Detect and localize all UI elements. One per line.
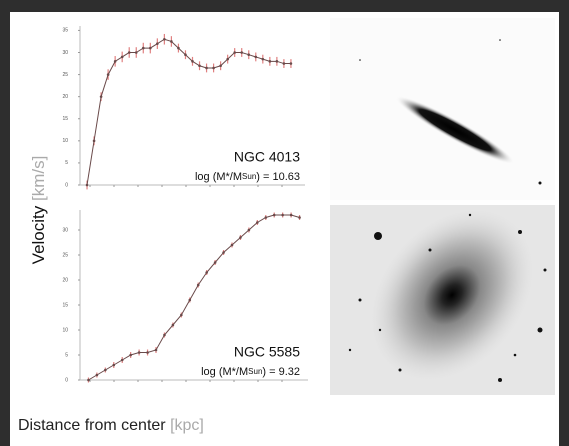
point (188, 298, 192, 302)
curve (88, 214, 300, 381)
point (205, 271, 208, 274)
point (212, 66, 215, 70)
point (104, 368, 107, 372)
point (205, 66, 208, 70)
y-axis-label: Velocity [km/s] (29, 156, 48, 265)
point (272, 213, 276, 217)
point (177, 46, 180, 50)
point (230, 243, 234, 247)
galaxy (370, 209, 534, 381)
y-tick-label: 25 (62, 252, 68, 258)
point (247, 53, 251, 57)
y-tick-label: 0 (65, 182, 68, 188)
y-tick-label: 30 (62, 227, 68, 233)
mass-suffix: ) = 10.63 (256, 171, 300, 183)
y-tick-label: 35 (62, 28, 68, 34)
y-tick-label: 0 (65, 377, 68, 383)
y-tick-label: 5 (65, 352, 68, 358)
point (213, 261, 217, 264)
point (298, 216, 301, 219)
point (239, 236, 242, 239)
y-tick-label: 10 (62, 327, 68, 333)
point (163, 333, 166, 337)
point (113, 60, 117, 63)
y-tick-label: 15 (62, 302, 68, 308)
point (219, 64, 222, 68)
point (156, 42, 159, 45)
mass-prefix: log (M*/M (201, 366, 248, 378)
galaxy-name: NGC 4013 (234, 149, 300, 165)
point (154, 348, 158, 352)
point (137, 351, 141, 354)
mass-prefix: log (M*/M (195, 171, 242, 183)
stars (348, 39, 547, 382)
mass-suffix: ) = 9.32 (262, 366, 300, 378)
point (268, 60, 272, 63)
point (141, 46, 145, 50)
x-axis-unit: [kpc] (170, 417, 204, 434)
y-tick-label: 25 (62, 72, 68, 78)
point (170, 40, 173, 43)
point (120, 358, 124, 362)
point (281, 213, 284, 217)
mass-sub: Sun (248, 367, 262, 376)
point (240, 51, 244, 54)
mass-label: log (M*/MSun) = 10.63 (195, 171, 300, 183)
point (85, 183, 89, 187)
point (163, 37, 166, 41)
point (261, 57, 265, 61)
y-axis-label-text: Velocity (29, 205, 48, 264)
point (289, 62, 293, 65)
point (198, 64, 201, 68)
y-tick-label: 15 (62, 116, 68, 122)
y-tick-label: 30 (62, 50, 68, 56)
x-axis-label: Distance from center [kpc] (18, 417, 204, 434)
galaxy-image-top (330, 18, 555, 200)
point (95, 373, 99, 377)
point (289, 213, 293, 217)
y-tick-label: 5 (65, 160, 68, 166)
point (222, 251, 225, 254)
point (87, 378, 90, 382)
point (191, 60, 194, 63)
galaxy (395, 95, 515, 165)
point (233, 51, 236, 54)
point (184, 53, 187, 57)
point (196, 283, 200, 287)
mass-label: log (M*/MSun) = 9.32 (201, 366, 300, 378)
point (254, 55, 258, 59)
x-axis-label-text: Distance from center (18, 417, 166, 434)
point (256, 221, 259, 224)
point (99, 95, 103, 98)
point (146, 351, 149, 354)
point (282, 62, 286, 65)
point (149, 46, 152, 50)
point (275, 60, 279, 63)
y-tick-label: 20 (62, 94, 68, 100)
point (264, 216, 268, 219)
point (180, 313, 183, 317)
point (112, 363, 116, 367)
point (92, 139, 96, 143)
y-tick-label: 20 (62, 277, 68, 283)
point (129, 353, 132, 357)
point (106, 73, 110, 76)
point (127, 51, 131, 54)
point (171, 323, 175, 327)
point (247, 228, 251, 232)
galaxy-name: NGC 5585 (234, 344, 300, 360)
point (134, 51, 138, 54)
y-tick-label: 10 (62, 138, 68, 144)
point (226, 57, 229, 61)
point (120, 55, 124, 59)
mass-sub: Sun (242, 172, 256, 181)
y-axis-unit: [km/s] (29, 156, 48, 201)
